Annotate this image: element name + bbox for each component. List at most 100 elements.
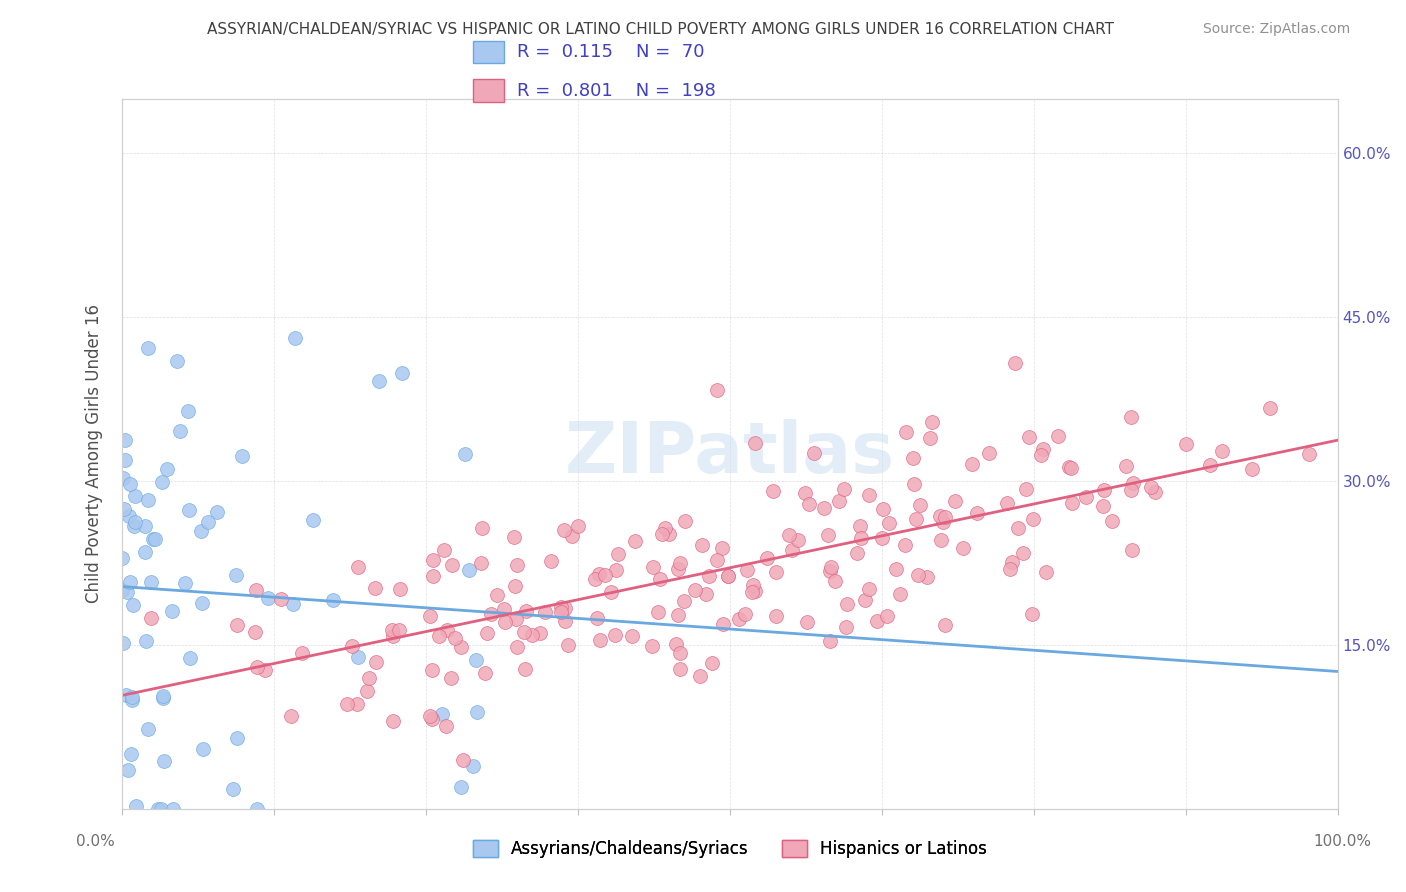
Point: [359, 671, 381, 685]
Point: [136, 722, 159, 736]
Point: [834, 620, 856, 634]
Point: [593, 567, 616, 582]
Point: [903, 476, 925, 491]
Point: [700, 656, 723, 670]
Point: [381, 714, 404, 728]
Point: [340, 639, 363, 653]
Point: [685, 583, 707, 598]
FancyBboxPatch shape: [474, 79, 505, 102]
Point: [658, 526, 681, 541]
Point: [620, 629, 643, 643]
Point: [139, 575, 162, 590]
Point: [741, 577, 763, 591]
Point: [553, 523, 575, 537]
Point: [1012, 546, 1035, 560]
Point: [485, 588, 508, 602]
Point: [837, 597, 859, 611]
Point: [115, 688, 138, 702]
Point: [765, 566, 787, 580]
Point: [136, 341, 159, 355]
Point: [603, 628, 626, 642]
Point: [1122, 475, 1144, 490]
Point: [522, 627, 544, 641]
Point: [876, 608, 898, 623]
Point: [960, 457, 983, 471]
Point: [846, 546, 869, 560]
Point: [1035, 565, 1057, 579]
Point: [583, 572, 606, 586]
Point: [291, 646, 314, 660]
Point: [1004, 356, 1026, 370]
Point: [302, 512, 325, 526]
Point: [966, 507, 988, 521]
Point: [134, 545, 156, 559]
Point: [226, 617, 249, 632]
Point: [905, 512, 928, 526]
Point: [866, 614, 889, 628]
Point: [420, 664, 443, 678]
Point: [599, 585, 621, 599]
Point: [540, 554, 562, 568]
Point: [270, 592, 292, 607]
Point: [567, 519, 589, 533]
Point: [690, 538, 713, 552]
Point: [494, 615, 516, 630]
Point: [1074, 490, 1097, 504]
Point: [669, 646, 692, 660]
Point: [818, 634, 841, 648]
Point: [422, 553, 444, 567]
Point: [153, 754, 176, 768]
Point: [952, 541, 974, 555]
Point: [1057, 459, 1080, 474]
Point: [440, 558, 463, 572]
Point: [347, 650, 370, 665]
Point: [166, 353, 188, 368]
Point: [505, 558, 527, 572]
Point: [943, 493, 966, 508]
Point: [533, 606, 555, 620]
Point: [120, 575, 142, 590]
Point: [1119, 410, 1142, 425]
Point: [494, 601, 516, 615]
Point: [1298, 447, 1320, 461]
Point: [146, 802, 169, 816]
Point: [114, 453, 136, 467]
Point: [419, 608, 441, 623]
Y-axis label: Child Poverty Among Girls Under 16: Child Poverty Among Girls Under 16: [86, 304, 103, 603]
Point: [793, 485, 815, 500]
Point: [1119, 483, 1142, 497]
Point: [557, 638, 579, 652]
Point: [1021, 607, 1043, 622]
Point: [755, 550, 778, 565]
Point: [778, 528, 800, 542]
Text: 100.0%: 100.0%: [1313, 834, 1372, 848]
Point: [921, 415, 943, 429]
Point: [796, 615, 818, 630]
Point: [356, 684, 378, 698]
Legend: Assyrians/Chaldeans/Syriacs, Hispanics or Latinos: Assyrians/Chaldeans/Syriacs, Hispanics o…: [465, 833, 994, 864]
Point: [346, 697, 368, 711]
Point: [169, 424, 191, 438]
Point: [1060, 461, 1083, 475]
Point: [174, 576, 197, 591]
Point: [1198, 458, 1220, 472]
Point: [605, 563, 627, 577]
Text: ASSYRIAN/CHALDEAN/SYRIAC VS HISPANIC OR LATINO CHILD POVERTY AMONG GIRLS UNDER 1: ASSYRIAN/CHALDEAN/SYRIAC VS HISPANIC OR …: [207, 22, 1115, 37]
Point: [364, 582, 387, 596]
Point: [391, 366, 413, 380]
Point: [136, 493, 159, 508]
Point: [858, 488, 880, 502]
Point: [893, 538, 915, 552]
Point: [122, 598, 145, 612]
Point: [125, 798, 148, 813]
Point: [284, 331, 307, 345]
Point: [422, 568, 444, 582]
Point: [512, 624, 534, 639]
Point: [934, 510, 956, 524]
Point: [1101, 514, 1123, 528]
Point: [149, 802, 172, 816]
Point: [554, 614, 576, 628]
Point: [430, 707, 453, 722]
Point: [114, 433, 136, 447]
Point: [728, 612, 751, 626]
